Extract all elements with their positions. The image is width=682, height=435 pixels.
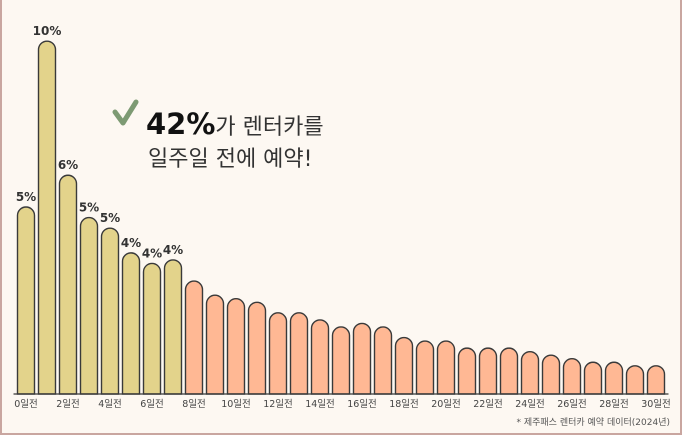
bar-0일전 xyxy=(16,206,36,395)
bar-7일전 xyxy=(163,259,183,395)
check-icon xyxy=(112,99,139,126)
bar-29일전 xyxy=(625,365,645,395)
data-label-1일전: 10% xyxy=(33,24,62,38)
bar-27일전 xyxy=(583,361,603,395)
data-label-2일전: 6% xyxy=(58,158,78,172)
bar-5일전 xyxy=(121,252,141,395)
bar-22일전 xyxy=(478,347,498,395)
tick-label-0일전: 0일전 xyxy=(14,399,38,410)
bar-23일전 xyxy=(499,347,519,395)
data-label-7일전: 4% xyxy=(163,243,183,257)
bar-1일전 xyxy=(37,40,57,395)
bar-8일전 xyxy=(184,280,204,395)
x-ticks-group: 0일전 2일전 4일전 6일전 8일전 10일전 12일전 14일전 16일전 18일전 20일전 2… xyxy=(14,399,671,410)
source-note: * 제주패스 렌터카 예약 데이터(2024년) xyxy=(516,416,670,428)
data-label-6일전: 4% xyxy=(142,246,162,260)
data-label-3일전: 5% xyxy=(79,201,99,215)
bar-17일전 xyxy=(373,326,393,395)
tick-label-14일전: 14일전 xyxy=(305,399,335,410)
tick-label-10일전: 10일전 xyxy=(221,399,251,410)
tick-label-4일전: 4일전 xyxy=(98,399,122,410)
bar-28일전 xyxy=(604,361,624,395)
bar-18일전 xyxy=(394,336,414,395)
bar-14일전 xyxy=(310,319,330,395)
tick-label-22일전: 22일전 xyxy=(473,399,503,410)
tick-label-24일전: 24일전 xyxy=(515,399,545,410)
bars-group xyxy=(13,40,669,395)
bar-30일전 xyxy=(646,365,666,395)
tick-label-28일전: 28일전 xyxy=(599,399,629,410)
headline: 42%가 렌터카를 일주일 전에 예약! xyxy=(112,99,324,172)
tick-label-12일전: 12일전 xyxy=(263,399,293,410)
tick-label-26일전: 26일전 xyxy=(557,399,587,410)
bar-24일전 xyxy=(520,351,540,395)
headline-line1-rest: 가 렌터카를 xyxy=(215,115,323,140)
tick-label-6일전: 6일전 xyxy=(140,399,164,410)
tick-label-20일전: 20일전 xyxy=(431,399,461,410)
tick-label-8일전: 8일전 xyxy=(182,399,206,410)
bar-11일전 xyxy=(247,301,267,395)
tick-label-18일전: 18일전 xyxy=(389,399,419,410)
headline-line2: 일주일 전에 예약! xyxy=(148,147,313,172)
bar-26일전 xyxy=(562,358,582,395)
tick-label-16일전: 16일전 xyxy=(347,399,377,410)
bar-19일전 xyxy=(415,340,435,395)
data-label-5일전: 4% xyxy=(121,236,141,250)
bar-10일전 xyxy=(226,298,246,395)
bar-15일전 xyxy=(331,326,351,395)
headline-line1: 42%가 렌터카를 xyxy=(146,107,324,141)
data-label-4일전: 5% xyxy=(100,211,120,225)
bar-25일전 xyxy=(541,354,561,395)
bar-21일전 xyxy=(457,347,477,395)
bar-20일전 xyxy=(436,340,456,395)
bar-4일전 xyxy=(100,227,120,395)
data-labels-group: 5%10%6%5%5%4%4% 4% xyxy=(16,24,183,260)
tick-label-2일전: 2일전 xyxy=(56,399,80,410)
bar-6일전 xyxy=(142,262,162,395)
bar-3일전 xyxy=(79,216,99,395)
bar-12일전 xyxy=(268,312,288,395)
headline-percent: 42% xyxy=(146,107,215,141)
data-label-0일전: 5% xyxy=(16,190,36,204)
bar-13일전 xyxy=(289,312,309,395)
tick-label-30일전: 30일전 xyxy=(641,399,671,410)
bar-16일전 xyxy=(352,322,372,395)
bar-2일전 xyxy=(58,174,78,395)
bar-9일전 xyxy=(205,294,225,395)
